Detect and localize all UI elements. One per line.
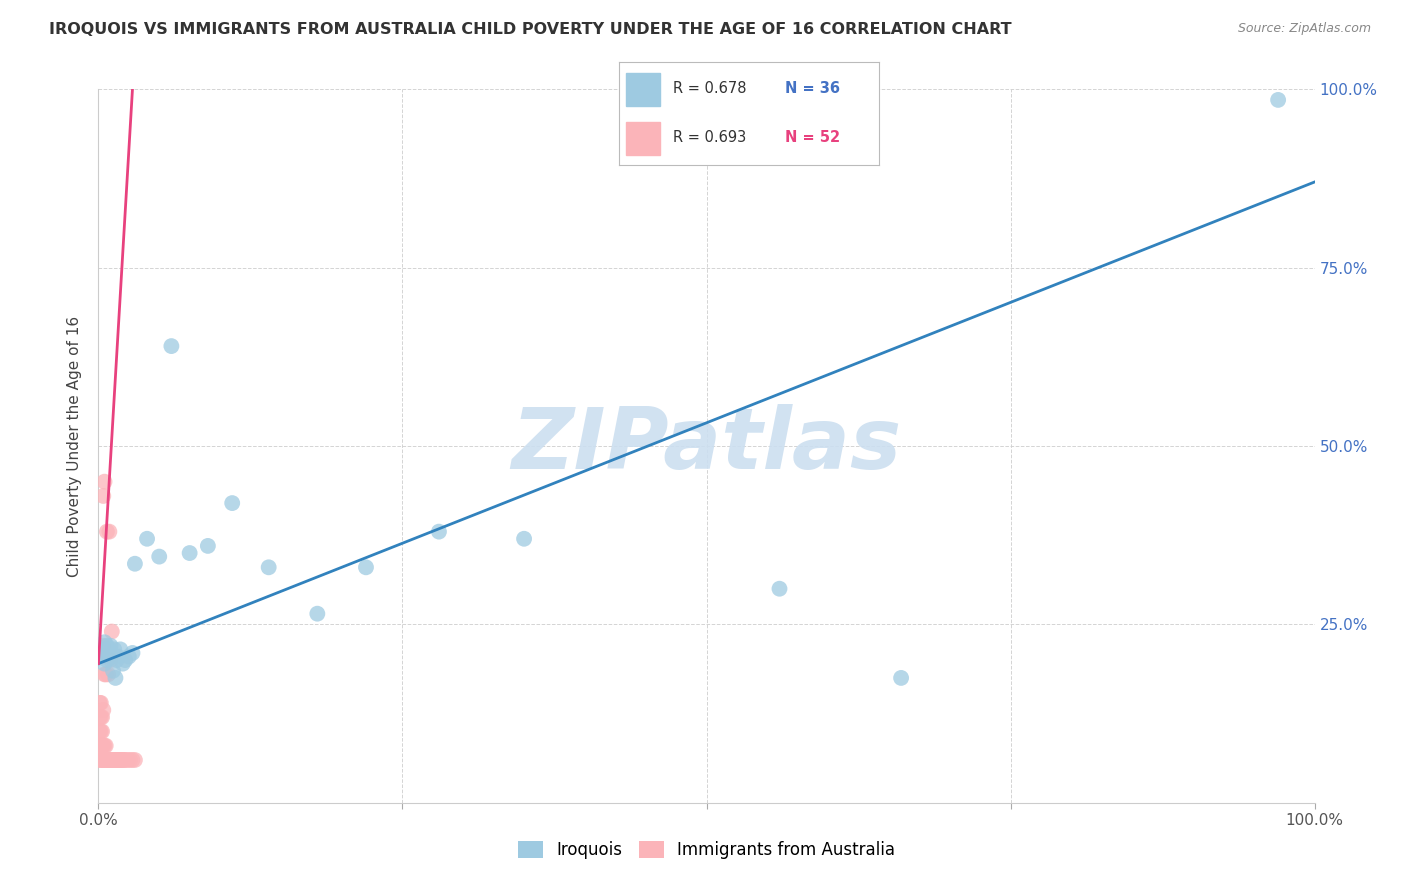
Point <box>93 475 115 489</box>
Point <box>124 557 146 571</box>
Point <box>103 642 125 657</box>
Point <box>91 724 114 739</box>
Point <box>94 667 117 681</box>
Point <box>91 703 114 717</box>
Point <box>110 642 132 657</box>
Point <box>307 607 329 621</box>
Point <box>90 724 112 739</box>
Point <box>108 753 131 767</box>
Point <box>101 664 124 678</box>
Y-axis label: Child Poverty Under the Age of 16: Child Poverty Under the Age of 16 <box>67 316 83 576</box>
Point <box>1267 93 1289 107</box>
Point <box>107 753 129 767</box>
Point <box>118 753 141 767</box>
Point <box>111 753 134 767</box>
Point <box>91 489 114 503</box>
Point <box>97 753 120 767</box>
Point <box>114 753 136 767</box>
Point <box>179 546 201 560</box>
Text: IROQUOIS VS IMMIGRANTS FROM AUSTRALIA CHILD POVERTY UNDER THE AGE OF 16 CORRELAT: IROQUOIS VS IMMIGRANTS FROM AUSTRALIA CH… <box>49 22 1012 37</box>
Point <box>221 496 243 510</box>
Point <box>513 532 536 546</box>
Text: ZIPatlas: ZIPatlas <box>512 404 901 488</box>
Point <box>104 671 127 685</box>
Point <box>91 739 114 753</box>
Text: N = 36: N = 36 <box>785 81 841 96</box>
Point <box>90 739 112 753</box>
Point <box>111 657 134 671</box>
Point <box>97 649 120 664</box>
Point <box>118 649 141 664</box>
Point <box>90 696 112 710</box>
Point <box>97 667 120 681</box>
Point <box>91 710 114 724</box>
Point <box>91 649 114 664</box>
Point <box>160 339 183 353</box>
Point <box>91 646 114 660</box>
Point <box>98 524 121 539</box>
Point <box>98 642 121 657</box>
Point <box>91 753 114 767</box>
Text: N = 52: N = 52 <box>785 130 841 145</box>
Point <box>121 753 143 767</box>
Point <box>89 753 111 767</box>
Point <box>96 524 118 539</box>
Point <box>101 624 124 639</box>
Bar <box>627 73 661 105</box>
Point <box>101 649 124 664</box>
Point <box>100 653 122 667</box>
Point <box>114 653 136 667</box>
Point <box>89 696 111 710</box>
Legend: Iroquois, Immigrants from Australia: Iroquois, Immigrants from Australia <box>512 834 901 866</box>
Point <box>890 671 912 685</box>
Point <box>96 653 118 667</box>
Point <box>89 724 111 739</box>
Point <box>257 560 280 574</box>
Point <box>101 753 124 767</box>
Point <box>94 642 117 657</box>
Point <box>93 635 115 649</box>
Point <box>197 539 219 553</box>
Point <box>93 667 115 681</box>
Point <box>91 642 114 657</box>
Text: R = 0.678: R = 0.678 <box>673 81 747 96</box>
Point <box>136 532 159 546</box>
Point <box>89 739 111 753</box>
Point <box>105 653 128 667</box>
Point <box>90 710 112 724</box>
Point <box>94 739 117 753</box>
Point <box>110 753 132 767</box>
Point <box>94 753 117 767</box>
Point <box>93 739 115 753</box>
Point <box>90 753 112 767</box>
Point <box>98 753 121 767</box>
Point <box>110 753 132 767</box>
Point <box>124 753 146 767</box>
Point <box>107 649 129 664</box>
Point <box>121 646 143 660</box>
Text: R = 0.693: R = 0.693 <box>673 130 747 145</box>
Point <box>354 560 377 574</box>
Point <box>93 657 115 671</box>
Point <box>100 639 122 653</box>
Text: Source: ZipAtlas.com: Source: ZipAtlas.com <box>1237 22 1371 36</box>
Point <box>427 524 450 539</box>
Point <box>103 753 125 767</box>
Point <box>96 639 118 653</box>
Point <box>105 753 128 767</box>
Point <box>117 753 139 767</box>
Point <box>93 753 115 767</box>
Point <box>101 753 124 767</box>
Point <box>104 753 127 767</box>
Point <box>96 753 118 767</box>
Point <box>91 639 114 653</box>
Point <box>91 753 114 767</box>
Point <box>91 739 114 753</box>
Point <box>89 710 111 724</box>
Point <box>148 549 170 564</box>
Point <box>100 753 122 767</box>
Point <box>768 582 790 596</box>
Bar <box>627 122 661 155</box>
Point <box>112 753 135 767</box>
